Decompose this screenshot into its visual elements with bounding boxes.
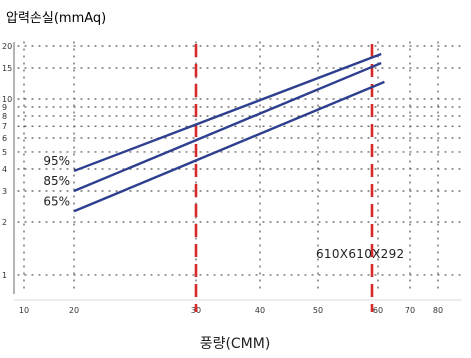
y-tick-8: 8 (2, 112, 7, 121)
series-lines (73, 52, 385, 213)
x-tick-70: 70 (405, 306, 415, 315)
grid (13, 41, 463, 301)
series-line-2 (73, 80, 385, 213)
y-tick-7: 7 (2, 122, 7, 131)
x-tick-50: 50 (313, 306, 323, 315)
series-label-0: 95% (43, 154, 70, 168)
y-tick-1: 1 (2, 271, 7, 280)
y-tick-9: 9 (2, 103, 7, 112)
dimension-annotation: 610X610X292 (316, 247, 404, 261)
y-tick-15: 15 (2, 64, 12, 73)
y-axis-title: 압력손실(mmAq) (6, 11, 106, 26)
reference-lines (194, 44, 374, 312)
y-tick-3: 3 (2, 187, 7, 196)
x-tick-60: 60 (373, 306, 383, 315)
y-tick-6: 6 (2, 134, 7, 143)
series-line-0 (73, 52, 382, 173)
x-tick-labels: 1020304050607080 (19, 306, 443, 315)
y-tick-4: 4 (2, 165, 7, 174)
series-labels: 95% 85% 65% (43, 154, 70, 208)
y-tick-20: 20 (2, 42, 12, 51)
y-tick-5: 5 (2, 148, 7, 157)
x-tick-80: 80 (433, 306, 443, 315)
series-label-2: 65% (43, 194, 70, 208)
y-tick-10: 10 (2, 95, 12, 104)
x-tick-20: 20 (69, 306, 79, 315)
x-axis-title: 풍량(CMM) (200, 336, 271, 352)
series-label-1: 85% (43, 174, 70, 188)
series-line-1 (73, 61, 382, 193)
y-tick-2: 2 (2, 218, 7, 227)
x-tick-40: 40 (255, 306, 265, 315)
x-tick-10: 10 (19, 306, 29, 315)
